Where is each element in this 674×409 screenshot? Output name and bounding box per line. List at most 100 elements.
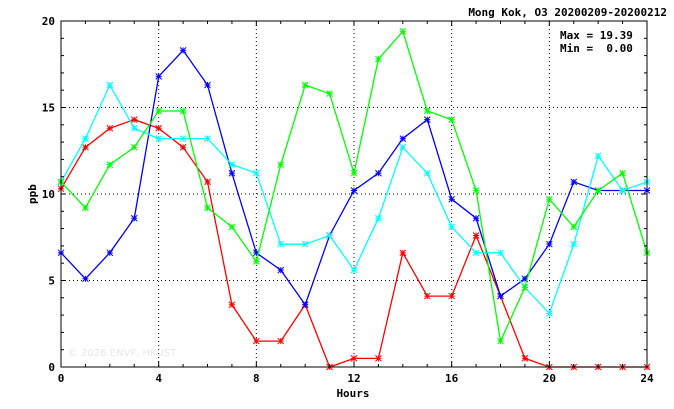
series-1: [57, 116, 651, 371]
data-point-marker: [82, 143, 89, 151]
series-3: [57, 81, 651, 317]
data-point-marker: [301, 240, 309, 248]
data-point-marker: [448, 116, 456, 123]
y-tick-label: 15: [42, 102, 55, 115]
data-point-marker: [252, 169, 260, 177]
data-point-marker: [155, 107, 163, 115]
data-point-marker: [594, 187, 602, 194]
data-point-marker: [106, 81, 114, 89]
grid: [61, 21, 647, 367]
y-tick-label: 0: [48, 361, 55, 374]
data-point-marker: [448, 292, 456, 300]
data-point-marker: [521, 354, 529, 362]
x-tick-label: 20: [543, 372, 556, 385]
data-point-marker: [619, 187, 626, 194]
data-point-marker: [82, 275, 89, 283]
x-axis-title: Hours: [336, 387, 369, 400]
data-point-marker: [350, 354, 358, 362]
data-point-marker: [106, 161, 114, 168]
data-point-marker: [155, 124, 163, 132]
data-point-marker: [448, 195, 456, 203]
data-point-marker: [545, 310, 553, 317]
data-point-marker: [423, 292, 431, 300]
series-4: [57, 28, 651, 345]
data-point-marker: [130, 116, 138, 123]
axis-ticks: 0 4 8 12 16 20 24 0 5 10 15 20: [42, 15, 654, 385]
data-point-marker: [228, 301, 236, 309]
y-tick-label: 5: [48, 275, 55, 288]
data-point-marker: [497, 292, 504, 300]
data-point-marker: [594, 152, 602, 160]
x-tick-label: 24: [640, 372, 654, 385]
y-axis-title: ppb: [26, 184, 39, 204]
data-point-marker: [545, 240, 553, 248]
data-point-marker: [545, 195, 553, 203]
data-point-marker: [448, 223, 456, 231]
data-point-marker: [375, 55, 382, 63]
data-point-marker: [399, 143, 407, 151]
series-group: [57, 28, 651, 371]
min-stat-label: Min = 0.00: [560, 42, 633, 55]
data-point-marker: [497, 249, 504, 257]
data-point-marker: [521, 275, 529, 283]
data-point-marker: [399, 135, 407, 142]
x-tick-label: 4: [155, 372, 162, 385]
data-point-marker: [423, 169, 431, 177]
data-point-marker: [228, 161, 236, 168]
data-point-marker: [82, 135, 89, 142]
data-point-marker: [619, 169, 626, 177]
data-point-marker: [472, 249, 480, 257]
data-point-marker: [521, 284, 529, 291]
data-point-marker: [375, 354, 382, 362]
data-point-marker: [155, 135, 163, 142]
data-point-marker: [228, 223, 236, 231]
data-point-marker: [472, 187, 480, 194]
data-point-marker: [472, 232, 480, 239]
data-point-marker: [301, 301, 309, 309]
data-point-marker: [277, 337, 285, 345]
data-point-marker: [130, 124, 138, 132]
data-point-marker: [179, 135, 187, 142]
data-point-marker: [326, 232, 333, 239]
series-line: [60, 83, 648, 315]
data-point-marker: [399, 249, 407, 257]
data-point-marker: [375, 169, 382, 177]
data-point-marker: [179, 143, 187, 151]
data-point-marker: [423, 107, 431, 115]
data-point-marker: [301, 81, 309, 89]
y-tick-label: 20: [42, 15, 55, 28]
data-point-marker: [204, 204, 211, 212]
data-point-marker: [204, 135, 211, 142]
y-tick-label: 10: [42, 188, 55, 201]
data-point-marker: [350, 266, 358, 274]
data-point-marker: [423, 116, 431, 123]
data-point-marker: [179, 107, 187, 115]
x-tick-label: 0: [58, 372, 65, 385]
data-point-marker: [204, 81, 211, 89]
data-point-marker: [130, 143, 138, 151]
watermark: © 2026 ENVF, HKUST: [68, 348, 177, 359]
data-point-marker: [179, 47, 187, 54]
data-point-marker: [252, 258, 260, 265]
data-point-marker: [570, 178, 578, 186]
data-point-marker: [155, 73, 163, 80]
x-tick-label: 8: [253, 372, 260, 385]
data-point-marker: [277, 161, 285, 168]
data-point-marker: [82, 204, 89, 212]
data-point-marker: [228, 169, 236, 177]
chart-title: Mong Kok, O3 20200209-20200212: [468, 6, 667, 19]
data-point-marker: [350, 187, 358, 194]
data-point-marker: [570, 240, 578, 248]
data-point-marker: [130, 214, 138, 222]
data-point-marker: [277, 266, 285, 274]
data-point-marker: [106, 124, 114, 132]
data-point-marker: [277, 240, 285, 248]
data-point-marker: [326, 90, 333, 98]
data-point-marker: [399, 28, 407, 35]
max-stat-label: Max = 19.39: [560, 29, 633, 42]
data-point-marker: [375, 214, 382, 222]
data-point-marker: [106, 249, 114, 257]
data-point-marker: [472, 214, 480, 222]
x-tick-label: 12: [347, 372, 360, 385]
